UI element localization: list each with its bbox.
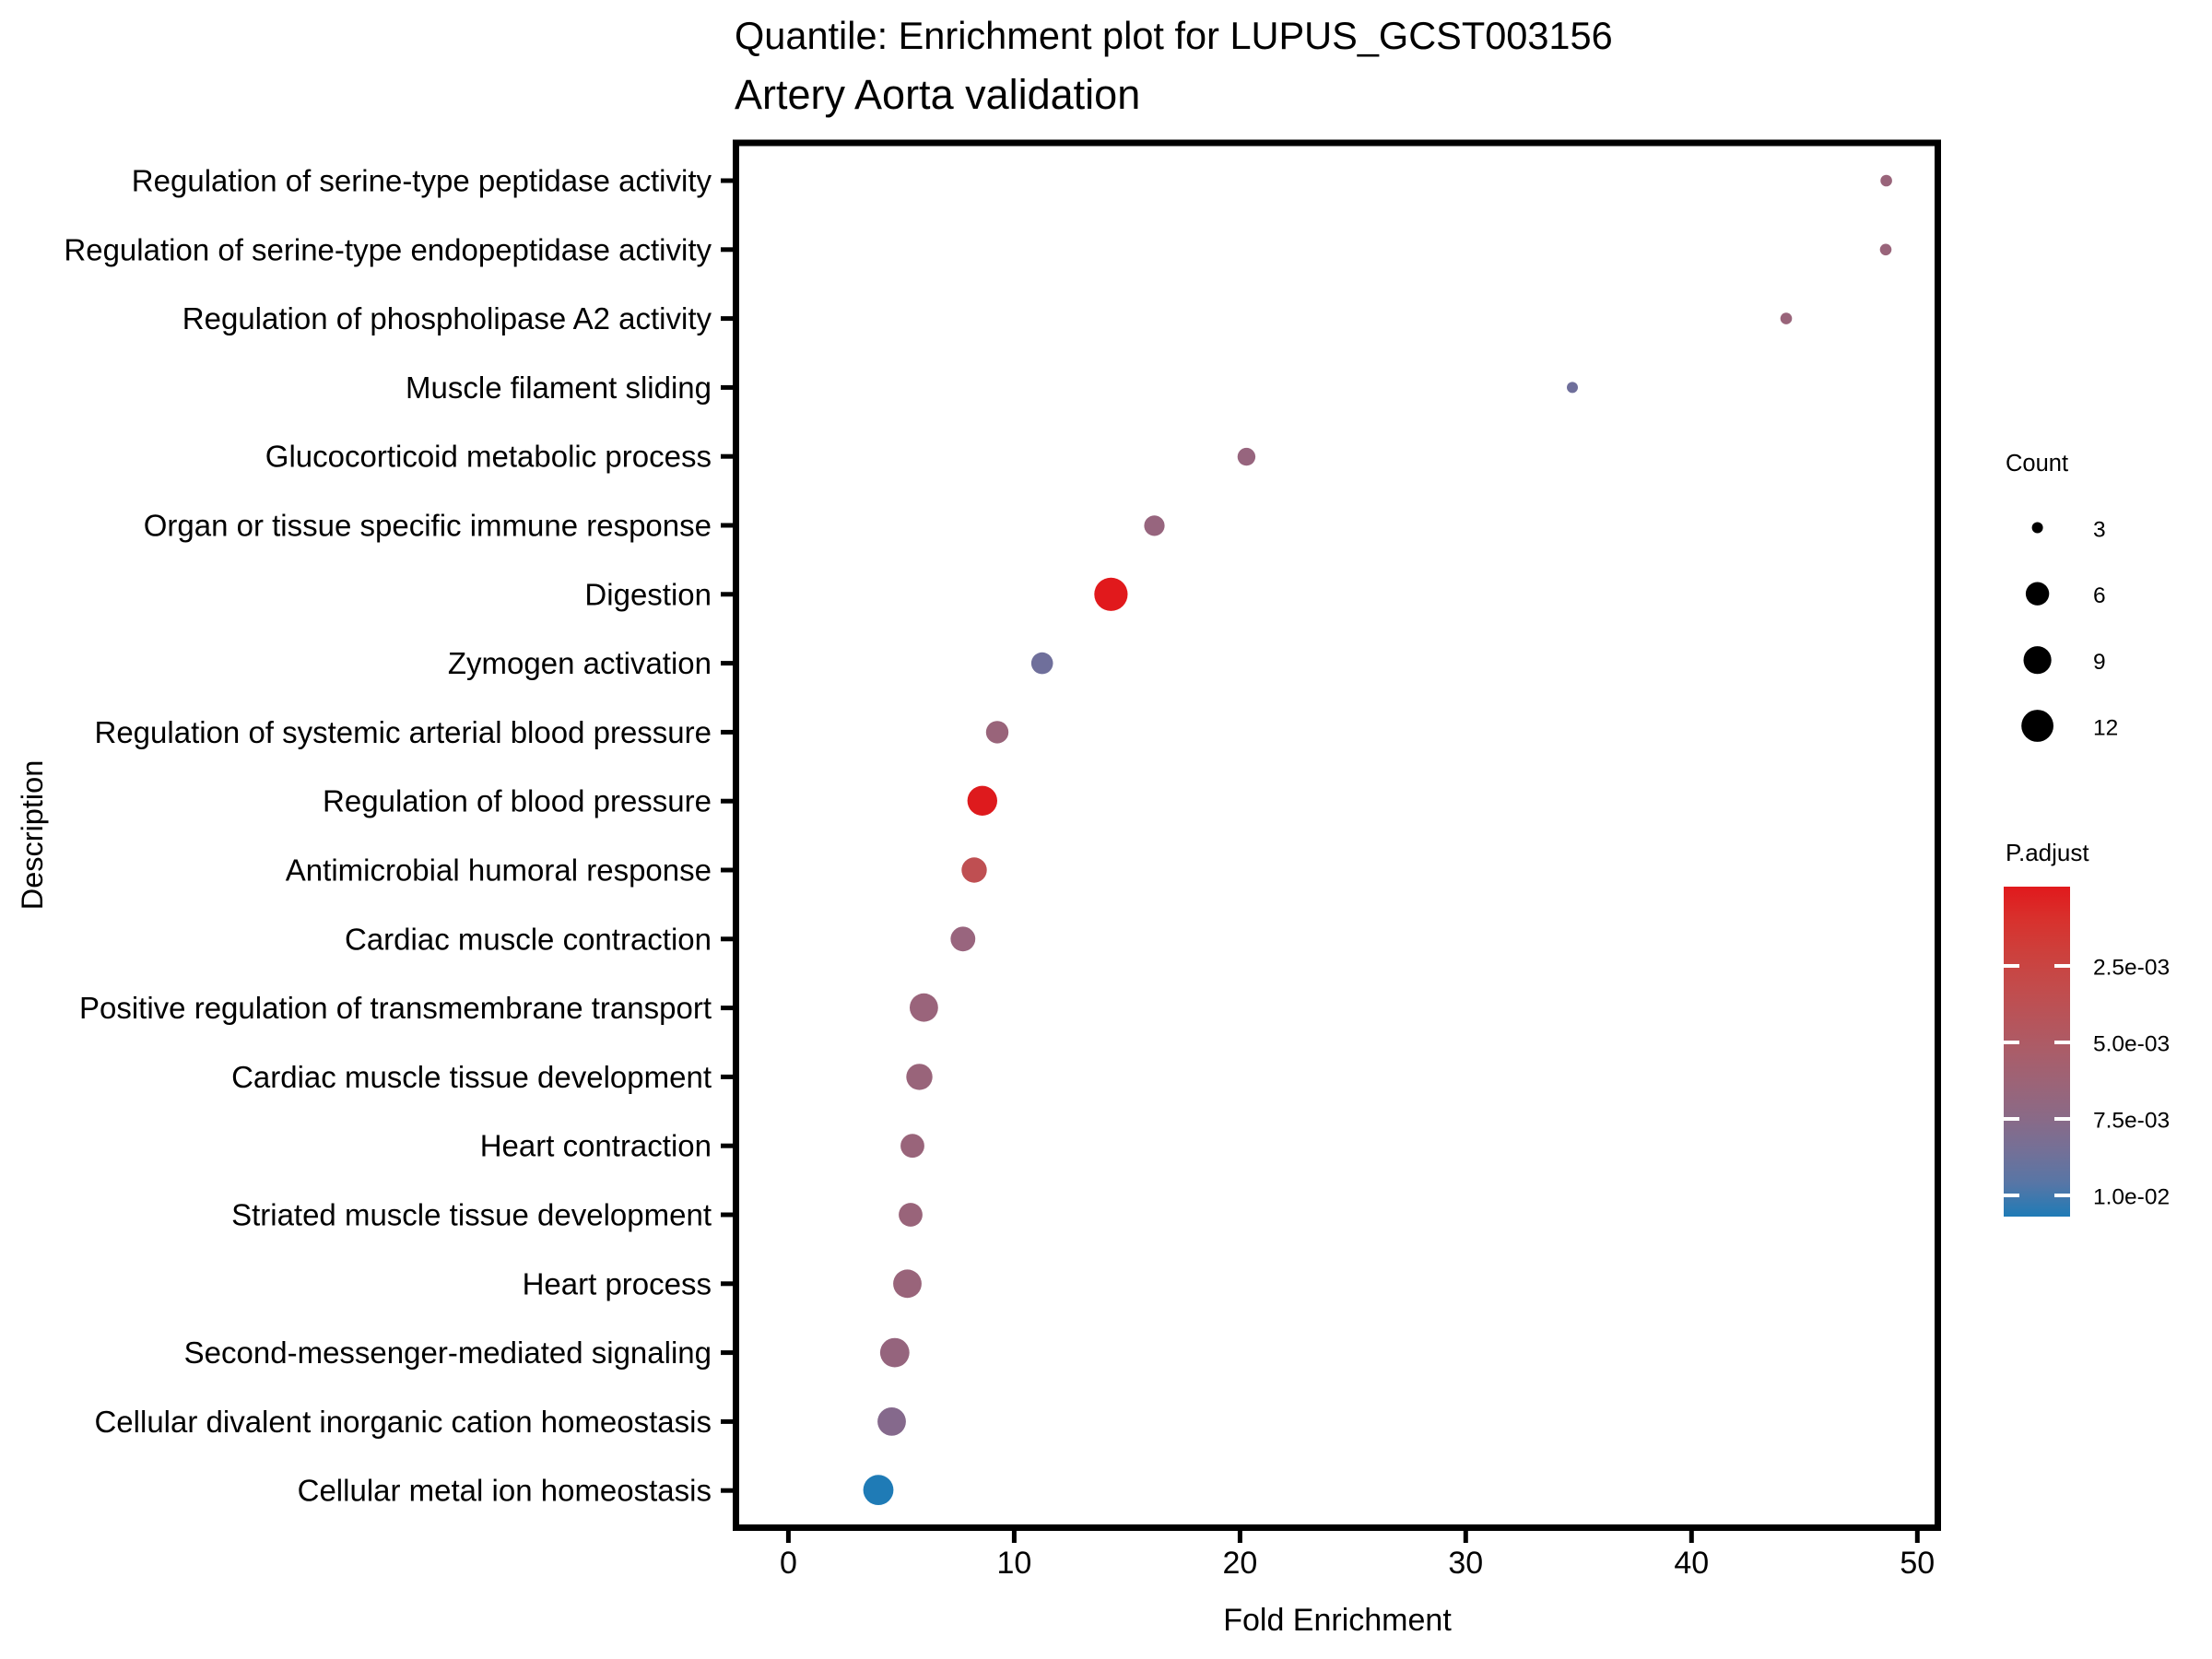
svg-text:Striated muscle tissue develop: Striated muscle tissue development [231, 1198, 712, 1232]
svg-text:Regulation of serine-type endo: Regulation of serine-type endopeptidase … [64, 232, 712, 266]
svg-text:Regulation of serine-type pept: Regulation of serine-type peptidase acti… [132, 164, 712, 198]
svg-text:Antimicrobial humoral response: Antimicrobial humoral response [286, 853, 712, 888]
svg-text:Heart process: Heart process [523, 1266, 712, 1300]
svg-text:Cellular metal ion homeostasis: Cellular metal ion homeostasis [298, 1474, 712, 1508]
svg-text:40: 40 [1674, 1546, 1709, 1581]
svg-text:Muscle filament sliding: Muscle filament sliding [406, 371, 712, 405]
svg-text:7.5e-03: 7.5e-03 [2093, 1109, 2170, 1134]
svg-text:2.5e-03: 2.5e-03 [2093, 956, 2170, 981]
svg-text:20: 20 [1222, 1546, 1257, 1581]
svg-text:Organ or tissue specific immun: Organ or tissue specific immune response [144, 509, 712, 543]
svg-text:Positive regulation of transme: Positive regulation of transmembrane tra… [79, 991, 712, 1025]
svg-text:Quantile: Enrichment plot for: Quantile: Enrichment plot for LUPUS_GCST… [735, 14, 1613, 57]
svg-text:Second-messenger-mediated sign: Second-messenger-mediated signaling [184, 1335, 712, 1370]
svg-text:5.0e-03: 5.0e-03 [2093, 1032, 2170, 1057]
svg-text:Fold Enrichment: Fold Enrichment [1223, 1603, 1452, 1638]
svg-text:30: 30 [1448, 1546, 1483, 1581]
svg-text:3: 3 [2093, 518, 2106, 543]
svg-text:Artery Aorta validation: Artery Aorta validation [735, 71, 1140, 118]
svg-text:Cardiac muscle tissue developm: Cardiac muscle tissue development [231, 1060, 712, 1094]
svg-text:1.0e-02: 1.0e-02 [2093, 1185, 2170, 1210]
svg-text:P.adjust: P.adjust [2006, 839, 2089, 866]
svg-text:Cellular divalent inorganic ca: Cellular divalent inorganic cation homeo… [94, 1405, 712, 1439]
svg-text:Cardiac muscle contraction: Cardiac muscle contraction [345, 922, 712, 956]
svg-text:Digestion: Digestion [584, 577, 712, 611]
svg-text:Zymogen activation: Zymogen activation [448, 646, 712, 680]
svg-text:Glucocorticoid metabolic proce: Glucocorticoid metabolic process [265, 440, 712, 474]
svg-text:Heart contraction: Heart contraction [480, 1129, 712, 1163]
svg-text:12: 12 [2093, 716, 2118, 741]
svg-text:50: 50 [1900, 1546, 1935, 1581]
svg-text:Regulation of blood pressure: Regulation of blood pressure [323, 784, 712, 818]
svg-text:Regulation of systemic arteria: Regulation of systemic arterial blood pr… [95, 715, 712, 749]
svg-text:Description: Description [16, 760, 49, 911]
svg-text:Count: Count [2006, 451, 2068, 477]
svg-text:6: 6 [2093, 583, 2106, 608]
svg-text:Regulation of phospholipase A2: Regulation of phospholipase A2 activity [182, 301, 712, 335]
svg-text:9: 9 [2093, 650, 2106, 675]
svg-text:0: 0 [780, 1546, 797, 1581]
svg-text:10: 10 [996, 1546, 1031, 1581]
